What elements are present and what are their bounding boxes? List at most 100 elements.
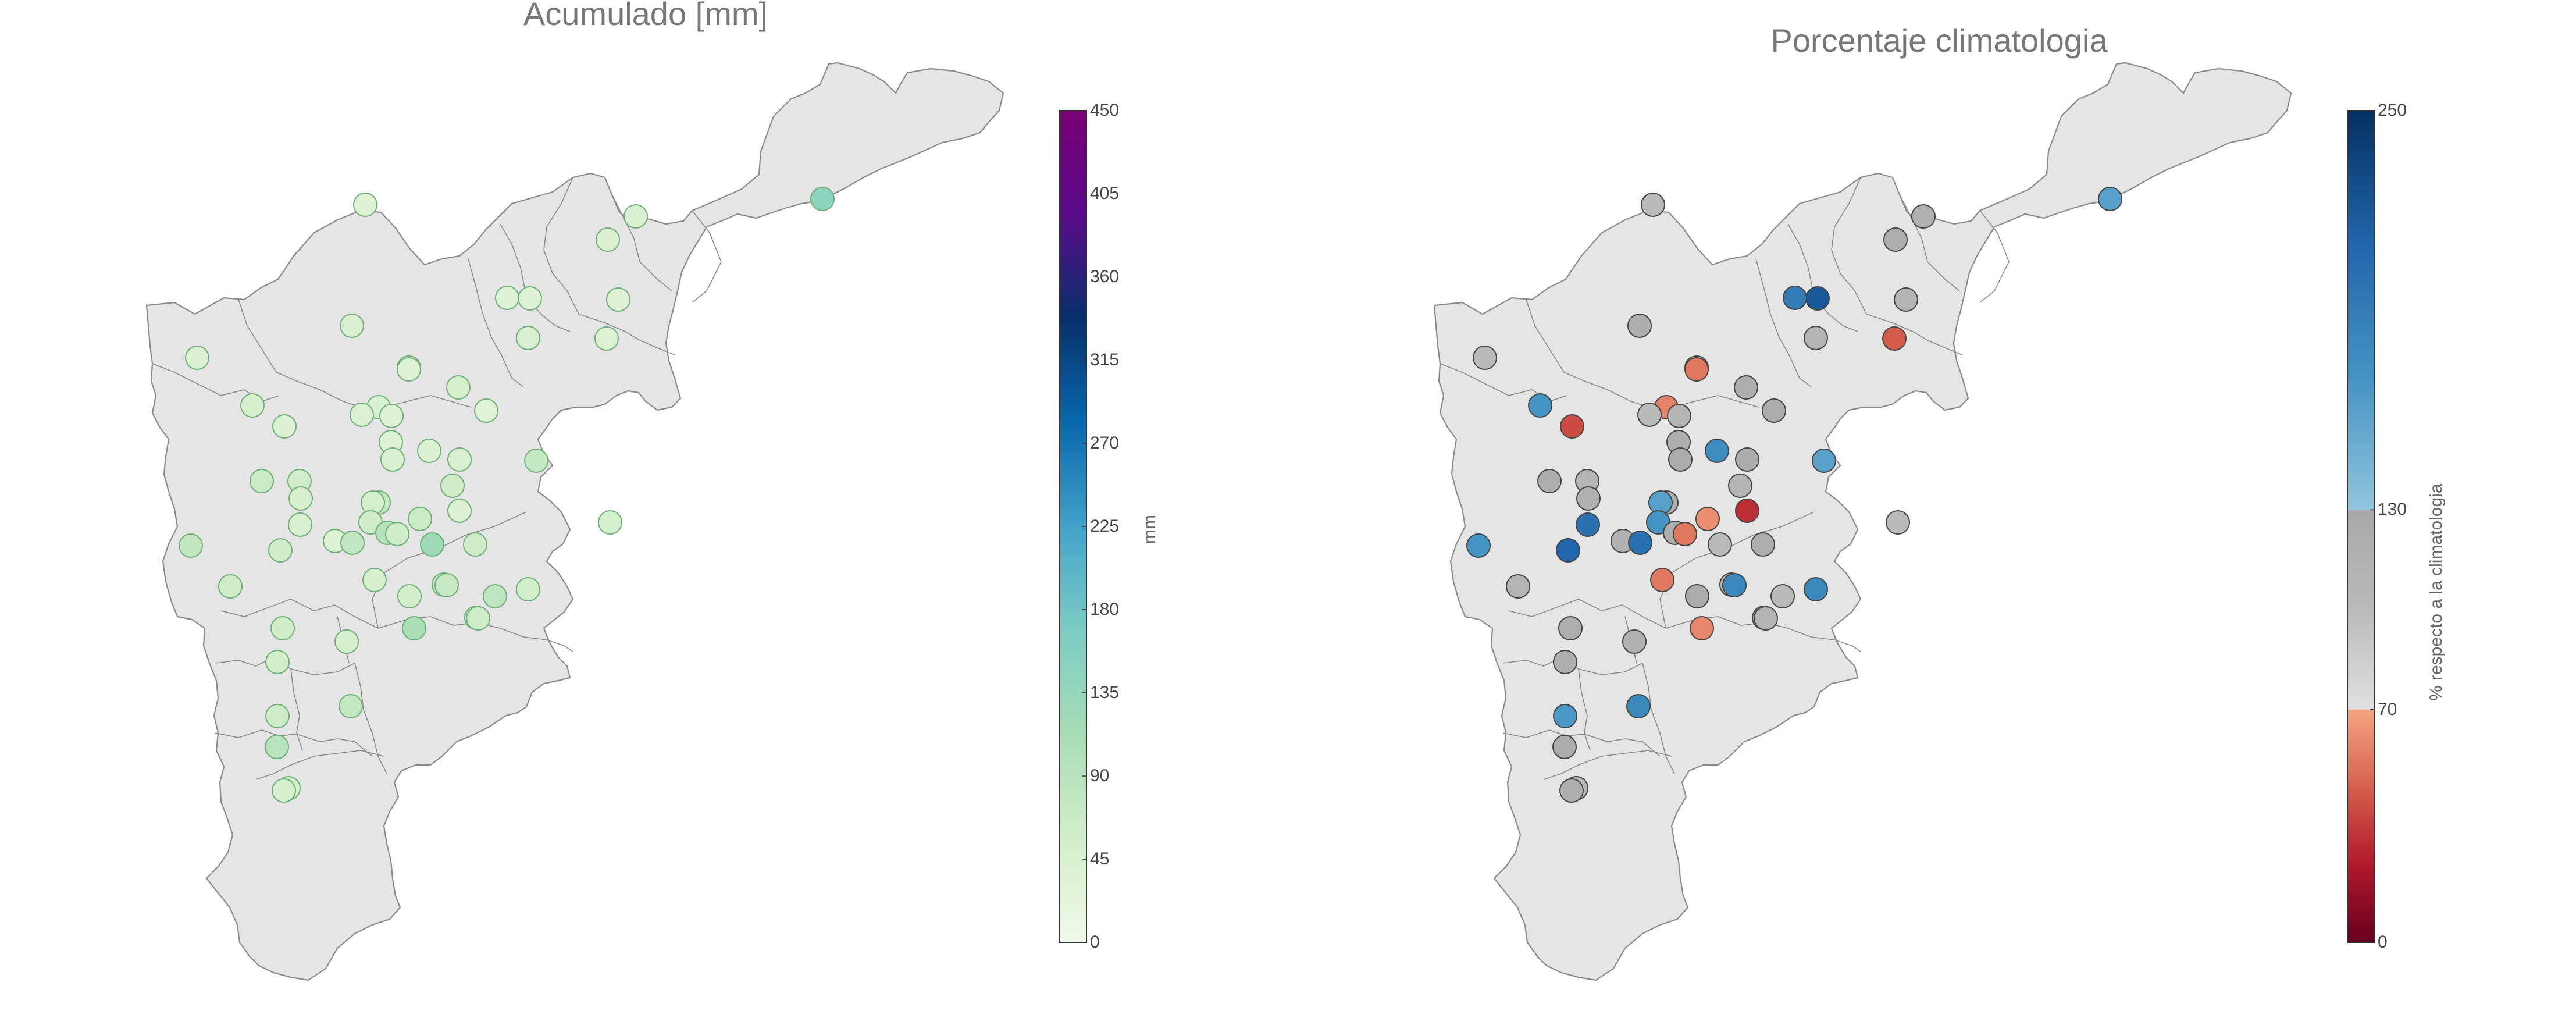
right-subbasin-boundary xyxy=(1755,258,1812,387)
left-station-marker xyxy=(288,512,312,537)
right-station-marker xyxy=(1735,447,1759,472)
left-station-marker xyxy=(265,704,290,728)
right-station-marker xyxy=(1734,375,1758,400)
left-colorbar-tick-label: 0 xyxy=(1090,932,1100,952)
left-station-marker xyxy=(447,499,472,523)
left-colorbar-unit-label: mm xyxy=(1140,515,1159,544)
left-station-marker xyxy=(240,393,265,418)
right-subbasin-boundary xyxy=(1811,636,1861,652)
right-station-marker xyxy=(1722,573,1747,597)
right-subbasin-boundary xyxy=(1831,177,1963,355)
left-subbasin-boundary xyxy=(468,258,524,387)
right-station-marker xyxy=(1804,326,1828,350)
left-station-marker xyxy=(446,375,471,400)
right-station-marker xyxy=(1886,510,1910,535)
right-subbasin-boundary xyxy=(1979,210,2010,303)
right-subbasin-boundary xyxy=(1898,191,1960,291)
right-station-marker xyxy=(1684,357,1709,382)
left-colorbar-tick-label: 405 xyxy=(1090,184,1120,203)
left-map-panel: Acumulado [mm] 0 45 90 135 180 225 270 315 360 40… xyxy=(145,0,1159,981)
left-station-marker xyxy=(218,574,243,599)
left-station-marker xyxy=(380,447,405,472)
left-station-marker xyxy=(623,204,648,229)
right-station-marker xyxy=(1705,439,1729,463)
left-station-marker xyxy=(272,778,296,803)
left-subbasin-boundary xyxy=(354,663,387,774)
climatology-percentage-map xyxy=(1433,62,2375,981)
right-station-marker xyxy=(1553,650,1577,674)
left-map-title: Acumulado [mm] xyxy=(523,0,768,32)
left-colorbar-tick-label: 45 xyxy=(1090,849,1110,868)
left-colorbar-tick-label: 360 xyxy=(1090,267,1120,286)
right-station-marker xyxy=(1650,568,1674,592)
left-basin-outline xyxy=(145,62,1004,981)
left-colorbar-tick-label: 315 xyxy=(1090,350,1120,369)
left-station-marker xyxy=(463,532,487,557)
right-station-marker xyxy=(1667,404,1691,428)
right-station-marker xyxy=(1627,314,1652,338)
left-station-marker xyxy=(518,286,542,311)
left-station-marker xyxy=(340,314,364,338)
right-subbasin-boundary xyxy=(1578,668,1591,751)
left-station-marker xyxy=(606,287,630,312)
right-colorbar-segment xyxy=(2347,709,2374,942)
left-station-marker xyxy=(408,507,432,531)
right-station-marker xyxy=(1622,629,1647,654)
right-map-panel: Porcentaje climatologia 0 70 130 250 % respe… xyxy=(1288,0,2576,1018)
left-station-marker xyxy=(265,735,289,759)
right-station-marker xyxy=(1641,193,1665,217)
left-station-marker xyxy=(598,510,622,535)
right-station-marker xyxy=(1883,227,1908,252)
right-station-marker xyxy=(1626,694,1651,718)
left-subbasin-boundary xyxy=(523,636,573,652)
right-station-marker xyxy=(1576,486,1601,511)
left-station-marker xyxy=(250,469,274,493)
accumulated-rainfall-map xyxy=(145,62,1087,981)
left-station-marker xyxy=(185,346,209,370)
left-station-marker xyxy=(594,326,619,351)
right-station-marker xyxy=(1804,577,1828,601)
right-station-marker xyxy=(1576,512,1600,537)
left-station-marker xyxy=(524,449,548,473)
right-station-marker xyxy=(1552,735,1577,759)
right-subbasin-boundary xyxy=(1642,663,1675,774)
right-subbasin-boundary xyxy=(1502,729,1661,757)
right-station-marker xyxy=(1695,507,1720,531)
left-station-marker xyxy=(495,286,519,310)
right-colorbar xyxy=(2347,110,2375,943)
right-station-marker xyxy=(1708,532,1732,557)
right-station-marker xyxy=(1754,606,1778,631)
right-station-marker xyxy=(1537,469,1562,493)
right-colorbar-unit-label: % respecto a la climatologia xyxy=(2427,483,2446,701)
right-colorbar-tick-label: 0 xyxy=(2378,932,2388,952)
left-station-marker xyxy=(474,398,498,423)
right-station-marker xyxy=(1473,346,1497,370)
right-subbasin-boundary xyxy=(1526,299,1759,408)
left-colorbar-tick-label: 450 xyxy=(1090,101,1120,120)
left-subbasin-boundary xyxy=(610,191,672,291)
right-station-marker xyxy=(1558,616,1583,640)
left-colorbar-tick-label: 180 xyxy=(1090,600,1120,619)
right-station-marker xyxy=(1690,616,1714,640)
right-station-marker xyxy=(1882,326,1907,351)
right-station-marker xyxy=(1528,393,1552,418)
left-station-marker xyxy=(179,533,203,558)
left-station-marker xyxy=(596,227,620,252)
right-station-marker xyxy=(1783,286,1807,310)
left-station-marker xyxy=(270,616,295,640)
right-station-marker xyxy=(1751,532,1775,557)
left-station-marker xyxy=(397,584,422,608)
left-station-marker xyxy=(350,403,374,427)
right-station-marker xyxy=(1805,286,1830,311)
right-station-marker xyxy=(1911,204,1936,229)
left-station-marker xyxy=(447,447,472,472)
left-station-marker xyxy=(440,474,465,498)
right-colorbar-segment xyxy=(2347,510,2374,710)
right-station-marker xyxy=(1685,584,1709,608)
right-station-marker xyxy=(1728,474,1752,498)
right-subbasin-boundary xyxy=(1543,750,1672,780)
left-station-marker xyxy=(385,522,409,546)
left-station-marker xyxy=(466,606,490,631)
right-station-marker xyxy=(1812,449,1836,473)
left-subbasin-boundary xyxy=(255,750,384,780)
